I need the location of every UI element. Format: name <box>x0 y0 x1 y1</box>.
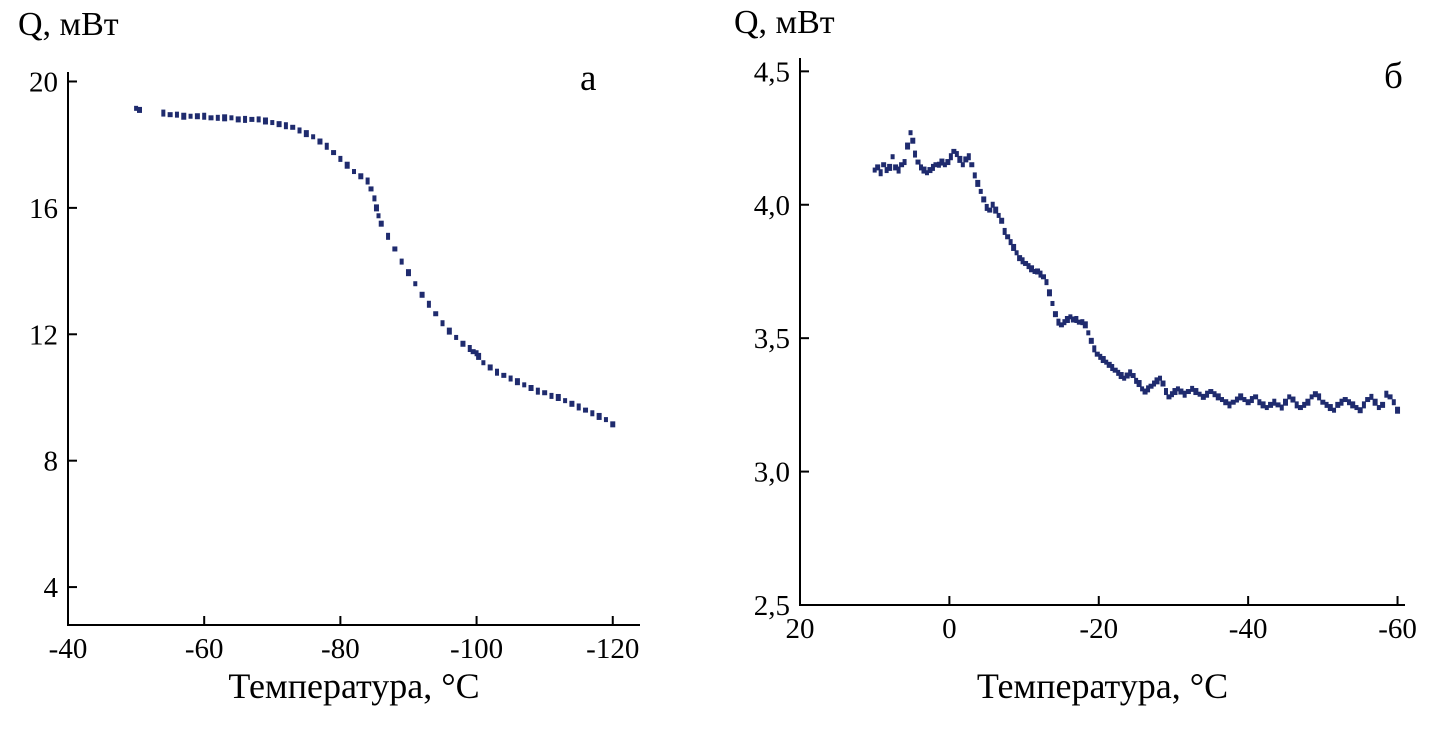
panel-label-b: б <box>1384 56 1403 97</box>
chart-panel-a: 4 8 12 16 20 -40 -60 -80 -100 -120 <box>29 66 640 665</box>
x-tick-label: 0 <box>942 613 957 645</box>
x-tick-label: -60 <box>1378 613 1417 645</box>
y-tick-label: 20 <box>29 66 58 98</box>
y-tick-label: 3,0 <box>754 457 790 489</box>
x-tick-label: -120 <box>586 633 639 665</box>
y-tick-label: 12 <box>29 319 58 351</box>
y-tick-label: 4,5 <box>754 56 790 88</box>
x-tick-label: 20 <box>786 613 815 645</box>
y-tick-label: 4,0 <box>754 190 790 222</box>
y-axis-title-panel-a: Q, мВт <box>18 6 119 43</box>
y-tick-label: 3,5 <box>754 323 790 355</box>
x-tick-label: -60 <box>185 633 224 665</box>
x-tick-label: -100 <box>450 633 503 665</box>
x-axis-title-panel-a: Температура, °C <box>228 666 480 706</box>
x-tick-label: -80 <box>321 633 360 665</box>
x-axis-title-panel-b: Температура, °C <box>976 666 1229 706</box>
y-tick-label: 8 <box>44 446 59 478</box>
y-tick-label: 4 <box>44 572 59 604</box>
panel-label-a: а <box>580 58 597 99</box>
x-tick-label: -20 <box>1079 613 1118 645</box>
y-tick-label: 16 <box>29 193 58 225</box>
chart-panel-b: 2,5 3,0 3,5 4,0 4,5 20 0 -20 -40 -60 <box>754 56 1417 645</box>
x-tick-label: -40 <box>49 633 88 665</box>
y-axis-title-panel-b: Q, мВт <box>734 4 835 41</box>
data-points <box>134 105 616 428</box>
data-points <box>872 130 1401 414</box>
y-tick-label: 2,5 <box>754 590 790 622</box>
x-tick-label: -40 <box>1229 613 1268 645</box>
